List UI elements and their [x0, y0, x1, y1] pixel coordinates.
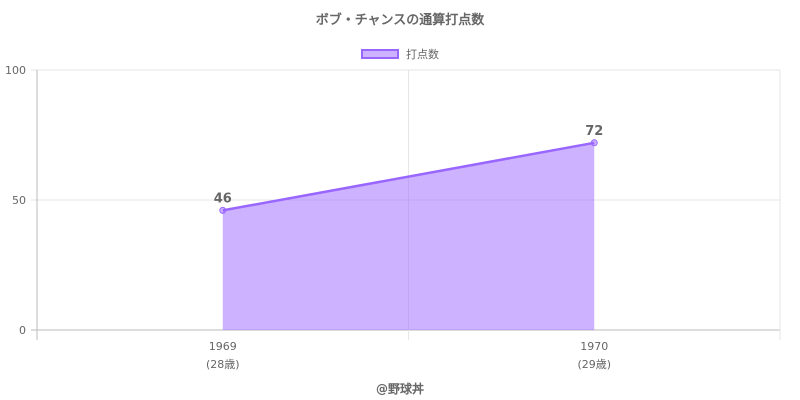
- y-tick-label: 0: [19, 324, 26, 337]
- legend-swatch: [361, 49, 399, 59]
- series-area: [222, 142, 595, 330]
- legend[interactable]: 打点数: [0, 46, 800, 62]
- x-tick-sublabel: (28歳): [206, 358, 240, 371]
- x-tick-label: 1969: [209, 340, 237, 353]
- series-line: [222, 141, 595, 212]
- data-label: 72: [585, 124, 603, 139]
- credit-label: @野球丼: [375, 382, 424, 396]
- x-tick-sublabel: (29歳): [577, 358, 611, 371]
- data-point: [219, 206, 227, 214]
- chart-title: ボブ・チャンスの通算打点数: [315, 13, 485, 28]
- data-point: [590, 139, 598, 147]
- x-tick-label: 1970: [580, 340, 608, 353]
- y-tick-label: 50: [12, 194, 26, 207]
- legend-label: 打点数: [406, 48, 439, 61]
- data-label: 46: [214, 191, 232, 206]
- y-tick-label: 100: [5, 64, 26, 77]
